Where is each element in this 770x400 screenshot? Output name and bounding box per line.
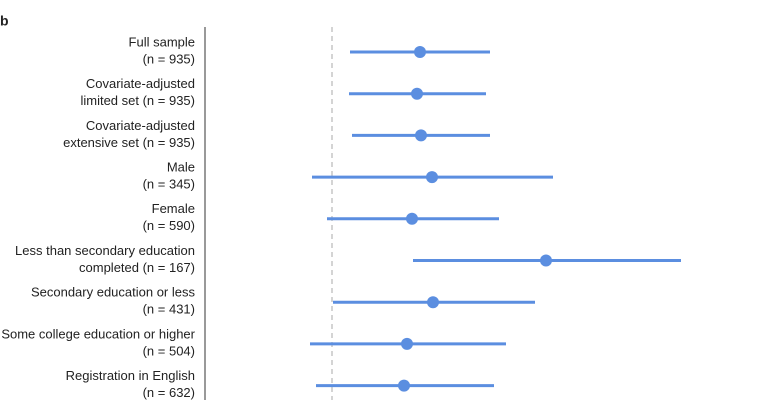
row-label: (n = 935): [143, 51, 195, 66]
row-label: limited set (n = 935): [80, 93, 195, 108]
point-estimate: [398, 379, 410, 392]
point-estimate: [415, 129, 427, 142]
row-label: completed (n = 167): [79, 260, 195, 275]
point-estimate: [427, 296, 439, 309]
row-label: Female: [152, 201, 195, 216]
row-label: Some college education or higher: [1, 326, 195, 341]
row-label: Registration in English: [66, 368, 195, 383]
row-label: Covariate-adjusted: [86, 118, 195, 133]
row-label: Less than secondary education: [15, 243, 195, 258]
row-label: Covariate-adjusted: [86, 76, 195, 91]
point-estimate: [426, 171, 438, 184]
row-label: Male: [167, 160, 195, 175]
row-label: Secondary education or less: [31, 285, 196, 300]
point-estimate: [540, 254, 552, 267]
row-label: Full sample: [129, 34, 195, 49]
point-estimate: [406, 212, 418, 225]
row-label: (n = 590): [143, 218, 195, 233]
row-label: extensive set (n = 935): [63, 135, 195, 150]
point-estimate: [401, 337, 413, 350]
row-label: (n = 431): [143, 302, 195, 317]
row-label: (n = 345): [143, 177, 195, 192]
point-estimate: [414, 46, 426, 58]
row-label: (n = 632): [143, 385, 195, 400]
panel-label: b: [0, 13, 9, 29]
point-estimate: [411, 87, 423, 100]
row-label: (n = 504): [143, 343, 195, 358]
